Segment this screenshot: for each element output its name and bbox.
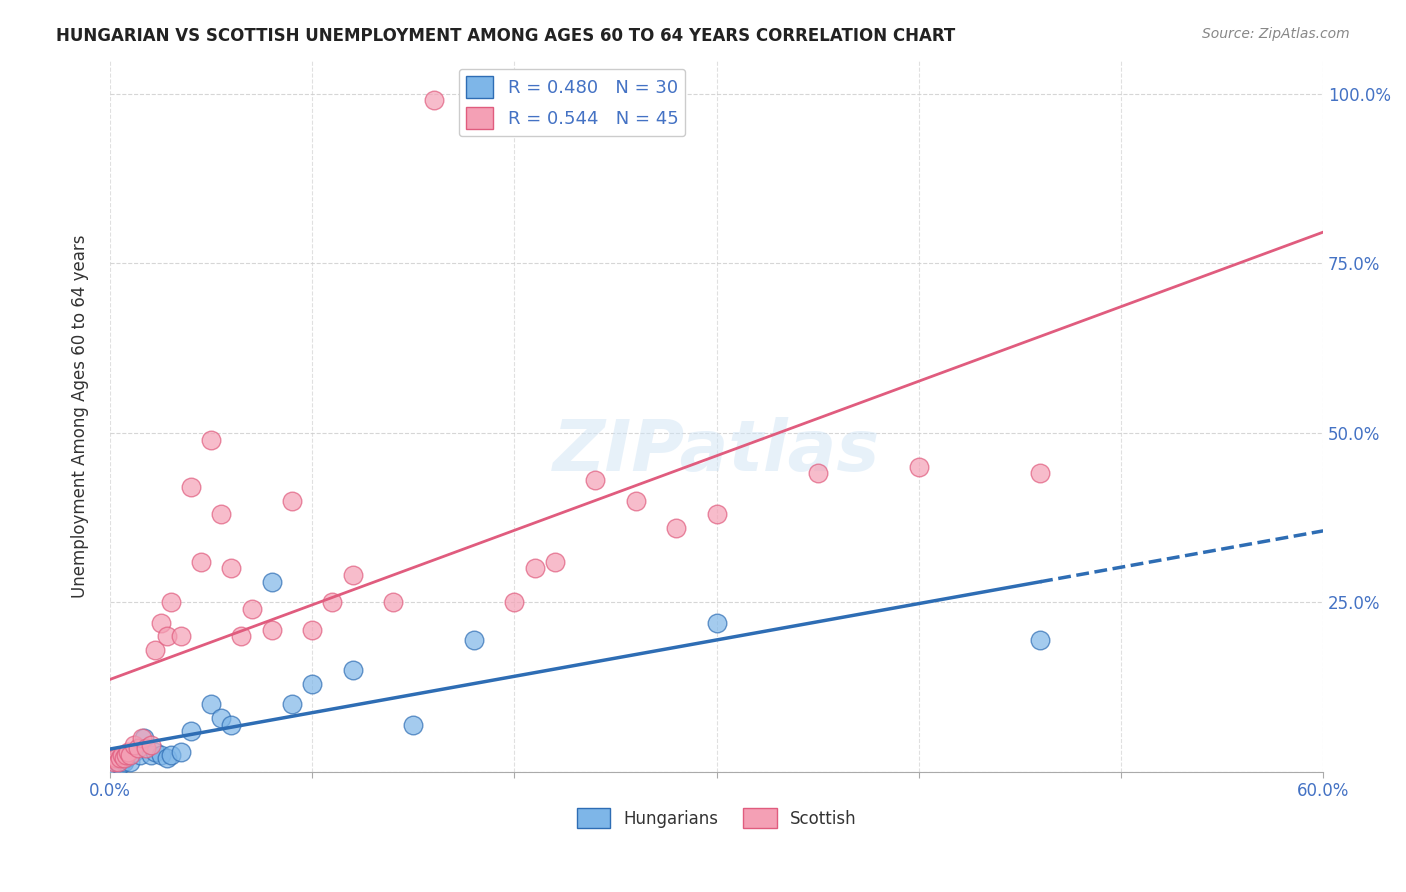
Point (231, 629, 253, 643)
Point (180, 724, 202, 739)
Point (209, 507, 232, 521)
Point (200, 697, 222, 711)
Point (1029, 632, 1052, 647)
Point (706, 615, 728, 630)
Point (170, 629, 193, 643)
Text: HUNGARIAN VS SCOTTISH UNEMPLOYMENT AMONG AGES 60 TO 64 YEARS CORRELATION CHART: HUNGARIAN VS SCOTTISH UNEMPLOYMENT AMONG… (56, 27, 956, 45)
Point (583, 473, 606, 487)
Point (301, 623, 323, 637)
Point (139, 738, 162, 752)
Point (149, 615, 172, 630)
Point (112, 755, 135, 769)
Point (422, 93, 444, 107)
Point (321, 595, 343, 609)
Point (463, 632, 485, 647)
Point (111, 748, 134, 763)
Point (105, 751, 128, 765)
Point (301, 677, 323, 691)
Point (131, 731, 153, 745)
Point (156, 751, 179, 765)
Point (807, 467, 830, 481)
Point (382, 595, 405, 609)
Point (107, 755, 129, 769)
Point (129, 748, 152, 763)
Point (115, 748, 138, 763)
Point (240, 602, 263, 616)
Point (105, 751, 128, 765)
Point (281, 697, 304, 711)
Point (544, 555, 567, 569)
Legend: Hungarians, Scottish: Hungarians, Scottish (569, 801, 863, 835)
Text: Source: ZipAtlas.com: Source: ZipAtlas.com (1202, 27, 1350, 41)
Point (342, 663, 364, 677)
Point (101, 751, 124, 765)
Point (143, 643, 166, 657)
Point (124, 738, 146, 752)
Point (665, 521, 688, 535)
Point (134, 731, 156, 745)
Point (139, 748, 162, 763)
Point (117, 745, 139, 759)
Point (190, 555, 212, 569)
Point (260, 575, 283, 590)
Point (281, 493, 304, 508)
Point (1029, 467, 1052, 481)
Point (159, 595, 181, 609)
Point (120, 755, 142, 769)
Point (221, 561, 243, 575)
Point (209, 711, 232, 725)
Point (115, 751, 138, 765)
Point (103, 758, 125, 772)
Point (107, 755, 129, 769)
Point (108, 751, 131, 765)
Point (221, 717, 243, 731)
Point (170, 745, 193, 759)
Point (159, 748, 181, 763)
Point (463, 93, 485, 107)
Point (149, 748, 172, 763)
Point (124, 745, 146, 759)
Point (103, 755, 125, 769)
Point (624, 493, 647, 508)
Text: ZIPatlas: ZIPatlas (553, 417, 880, 486)
Point (260, 623, 283, 637)
Point (523, 561, 546, 575)
Point (127, 741, 149, 756)
Point (706, 507, 728, 521)
Point (503, 595, 526, 609)
Point (180, 480, 202, 494)
Point (112, 751, 135, 765)
Point (200, 433, 222, 447)
Point (402, 717, 425, 731)
Point (120, 748, 142, 763)
Point (907, 459, 929, 474)
Y-axis label: Unemployment Among Ages 60 to 64 years: Unemployment Among Ages 60 to 64 years (72, 234, 89, 598)
Point (342, 568, 364, 582)
Point (135, 741, 157, 756)
Point (111, 751, 134, 765)
Point (101, 751, 124, 765)
Point (156, 629, 179, 643)
Point (108, 758, 131, 772)
Point (143, 745, 166, 759)
